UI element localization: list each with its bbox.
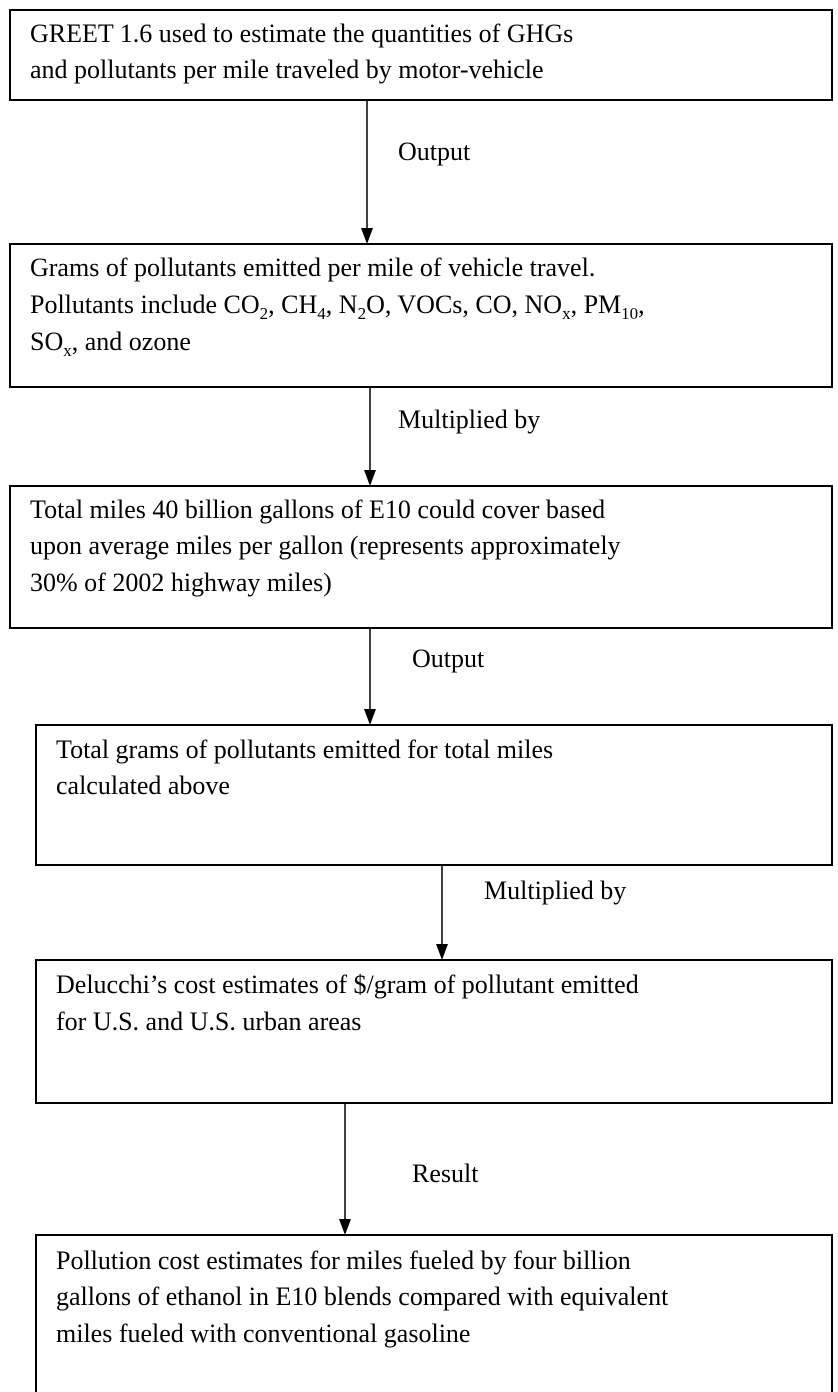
box-text-line: calculated above: [56, 771, 230, 800]
box-text-line: 30% of 2002 highway miles): [30, 568, 332, 597]
subscript: 2: [260, 304, 269, 323]
box-text-line: and pollutants per mile traveled by moto…: [30, 55, 544, 84]
process-box: [35, 724, 833, 866]
process-box: [9, 485, 833, 629]
text-run: , N: [326, 290, 358, 319]
box-text-line: Delucchi’s cost estimates of $/gram of p…: [56, 970, 639, 999]
connector-label: Result: [412, 1159, 479, 1188]
text-run: O, VOCs, CO, NO: [366, 290, 562, 319]
arrow-head: [364, 709, 376, 725]
connector-label: Output: [412, 644, 485, 673]
box-text-line: Pollution cost estimates for miles fuele…: [56, 1246, 631, 1275]
arrow-head: [361, 228, 373, 244]
text-run: SO: [30, 327, 63, 356]
text-run: GREET 1.6 used to estimate the quantitie…: [30, 19, 573, 48]
text-run: gallons of ethanol in E10 blends compare…: [56, 1282, 669, 1311]
arrow-head: [436, 944, 448, 960]
text-run: ,: [638, 290, 645, 319]
process-box: [35, 1234, 833, 1392]
process-box: [9, 243, 833, 388]
text-run: 30% of 2002 highway miles): [30, 568, 332, 597]
text-run: Grams of pollutants emitted per mile of …: [30, 253, 595, 282]
text-run: for U.S. and U.S. urban areas: [56, 1007, 361, 1036]
connector-label: Output: [398, 137, 471, 166]
box-text-line: gallons of ethanol in E10 blends compare…: [56, 1282, 669, 1311]
text-run: calculated above: [56, 771, 230, 800]
process-box: [35, 959, 833, 1104]
box-text-line: Total grams of pollutants emitted for to…: [56, 735, 553, 764]
box-text-line: for U.S. and U.S. urban areas: [56, 1007, 361, 1036]
box-text-line: SOx, and ozone: [30, 327, 191, 360]
arrow-head: [364, 470, 376, 486]
text-run: Total grams of pollutants emitted for to…: [56, 735, 553, 764]
connector-label: Multiplied by: [484, 876, 626, 905]
text-run: miles fueled with conventional gasoline: [56, 1319, 470, 1348]
subscript: 4: [317, 304, 326, 323]
text-run: Pollutants include CO: [30, 290, 260, 319]
text-run: , and ozone: [72, 327, 191, 356]
box-text-line: upon average miles per gallon (represent…: [30, 531, 621, 560]
box-text-line: Total miles 40 billion gallons of E10 co…: [30, 495, 605, 524]
text-run: , PM: [571, 290, 622, 319]
arrow-head: [339, 1219, 351, 1235]
box-text-line: GREET 1.6 used to estimate the quantitie…: [30, 19, 573, 48]
box-text-line: Pollutants include CO2, CH4, N2O, VOCs, …: [30, 290, 645, 323]
text-run: Total miles 40 billion gallons of E10 co…: [30, 495, 605, 524]
text-run: , CH: [268, 290, 317, 319]
subscript: x: [63, 341, 72, 360]
subscript: 2: [358, 304, 367, 323]
connector-label: Multiplied by: [398, 405, 540, 434]
subscript: x: [562, 304, 571, 323]
text-run: Delucchi’s cost estimates of $/gram of p…: [56, 970, 639, 999]
text-run: Pollution cost estimates for miles fuele…: [56, 1246, 631, 1275]
text-run: and pollutants per mile traveled by moto…: [30, 55, 544, 84]
text-run: upon average miles per gallon (represent…: [30, 531, 621, 560]
process-box: [9, 9, 833, 101]
subscript: 10: [621, 304, 638, 323]
box-text-line: miles fueled with conventional gasoline: [56, 1319, 470, 1348]
box-text-line: Grams of pollutants emitted per mile of …: [30, 253, 595, 282]
